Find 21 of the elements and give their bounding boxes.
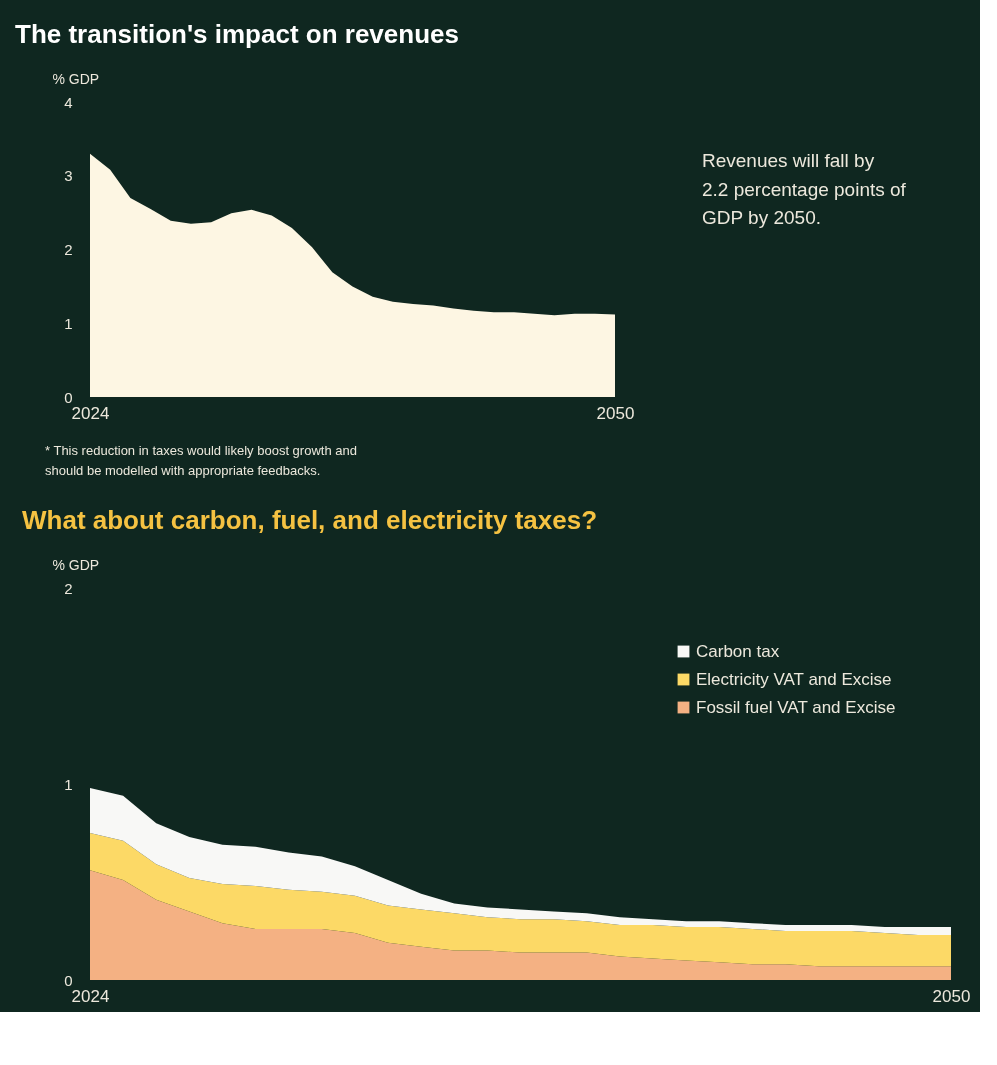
text: Revenues will fall by 2.2 percentage points of GDP by 2050.	[702, 150, 907, 228]
y-axis-title: % GDP	[52, 556, 100, 573]
y-tick-label: 0	[64, 388, 73, 406]
x-tick-label: 2024	[71, 403, 110, 423]
y-tick-label: 4	[64, 93, 73, 111]
chart-title: The transition's impact on revenues	[15, 19, 459, 49]
chart-title: What about carbon, fuel, and electricity taxes?	[22, 505, 598, 535]
x-tick-label: 2024	[71, 986, 110, 1006]
y-tick-label: 2	[64, 241, 73, 258]
y-tick-label: 1	[64, 775, 73, 793]
y-tick-label: 0	[64, 971, 73, 989]
text: * This reduction in taxes would likely boost growth and should be modelled with appropriate feedbacks.	[45, 443, 357, 478]
legend-label: Fossil fuel VAT and Excise	[696, 697, 896, 717]
y-axis-title: % GDP	[52, 70, 100, 87]
y-tick-label: 2	[64, 579, 73, 597]
legend-label: Electricity VAT and Excise	[696, 669, 892, 689]
y-tick-label: 3	[64, 167, 73, 185]
legend-label: Carbon tax	[696, 641, 780, 661]
x-tick-label: 2050	[932, 986, 971, 1006]
x-tick-label: 2050	[596, 403, 635, 423]
y-tick-label: 1	[64, 314, 73, 332]
